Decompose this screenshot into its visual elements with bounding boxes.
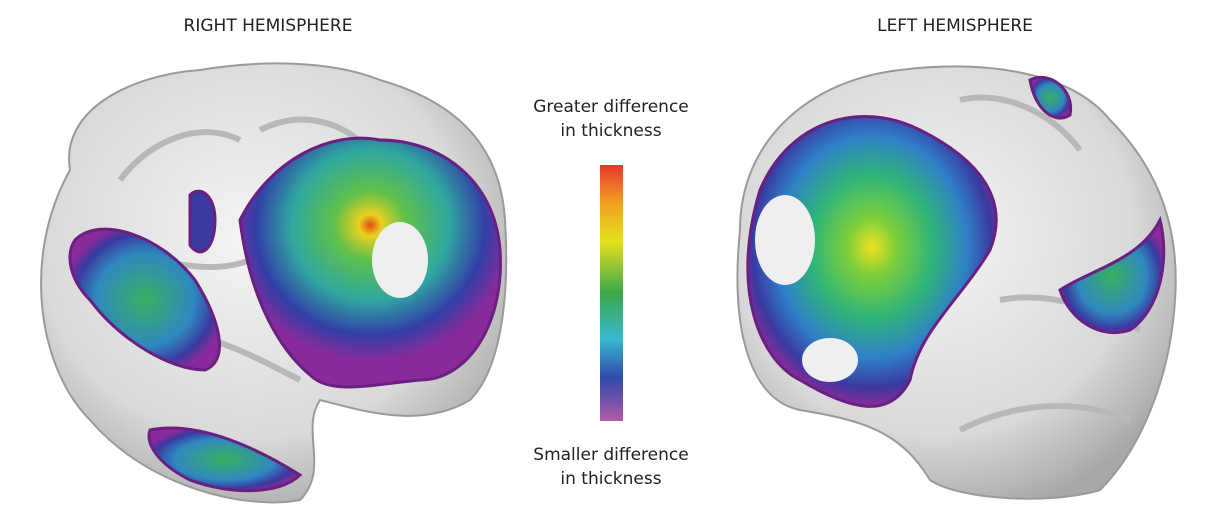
legend-label: Smaller difference (533, 445, 688, 465)
legend-label: Greater difference (533, 97, 689, 117)
legend: Greater difference in thickness Smaller … (533, 97, 689, 489)
color-scale (600, 165, 623, 421)
right-hemisphere: RIGHT HEMISPHERE (40, 16, 508, 504)
left-hemisphere: LEFT HEMISPHERE (736, 16, 1177, 500)
legend-label: in thickness (560, 121, 661, 141)
legend-label: in thickness (560, 469, 661, 489)
panel-title: RIGHT HEMISPHERE (184, 16, 353, 36)
panel-title: LEFT HEMISPHERE (877, 16, 1033, 36)
